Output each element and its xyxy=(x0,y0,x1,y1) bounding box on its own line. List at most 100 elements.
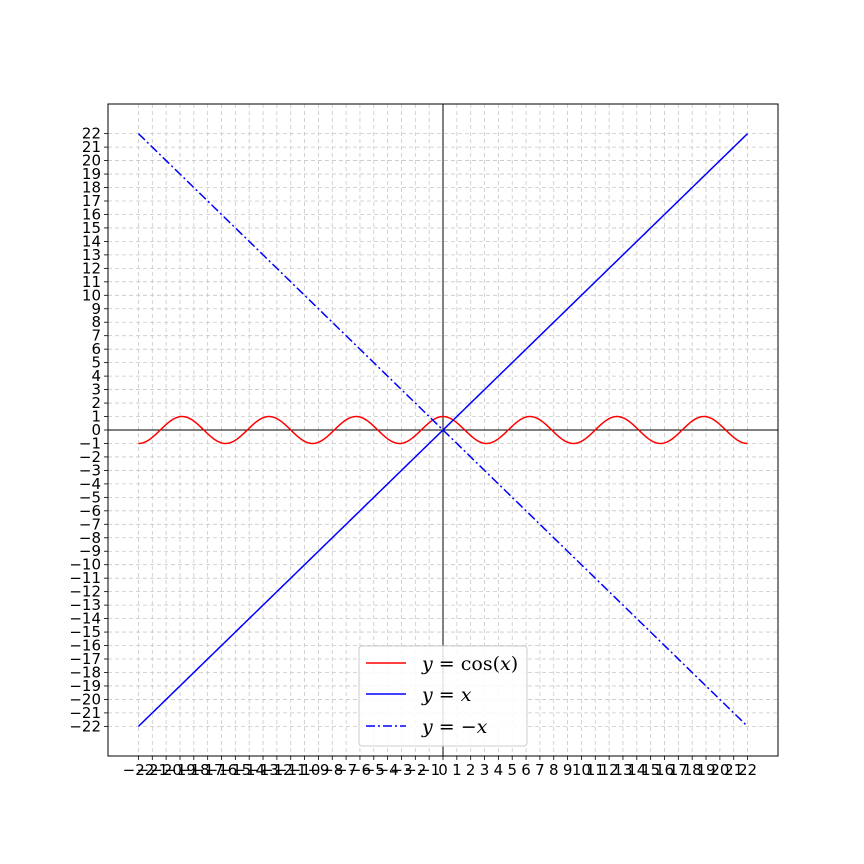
y-tick-label: 10 xyxy=(82,286,101,304)
legend-label-cos: y = cos(x) xyxy=(421,653,518,675)
x-tick-label: 8 xyxy=(549,761,559,779)
series-line-cos xyxy=(138,415,748,445)
x-tick-label: 1 xyxy=(452,761,462,779)
x-tick-label: −9 xyxy=(307,761,329,779)
x-tick-label: 12 xyxy=(600,761,619,779)
x-tick-label: 22 xyxy=(738,761,757,779)
x-tick-label: 11 xyxy=(586,761,605,779)
x-tick-label: −15 xyxy=(220,761,252,779)
x-tick-label: −13 xyxy=(247,761,279,779)
x-tick-label: 4 xyxy=(494,761,504,779)
x-tick-label: −5 xyxy=(363,761,385,779)
x-tick-label: −14 xyxy=(233,761,265,779)
y-tick-label: −18 xyxy=(69,663,101,681)
series-line-identity xyxy=(137,133,749,727)
x-tick-label: −6 xyxy=(349,761,371,779)
x-tick-label: 5 xyxy=(507,761,517,779)
y-tick-label: 20 xyxy=(82,152,101,170)
x-tick-label: −2 xyxy=(404,761,426,779)
x-tick-label: −21 xyxy=(136,761,168,779)
y-tick-label: 1 xyxy=(91,408,101,426)
y-tick-label: −7 xyxy=(79,515,101,533)
y-tick-label: −19 xyxy=(69,677,101,695)
x-tick-label: 10 xyxy=(572,761,591,779)
y-tick-label: −12 xyxy=(69,583,101,601)
y-tick-label: 7 xyxy=(91,327,101,345)
x-tick-label: 13 xyxy=(613,761,632,779)
y-tick-label: −22 xyxy=(69,717,101,735)
y-tick-label: −1 xyxy=(79,434,101,452)
y-tick-label: 17 xyxy=(82,192,101,210)
legend-label-identity: y = x xyxy=(421,684,472,706)
x-tick-label: −4 xyxy=(377,761,399,779)
x-tick-label: 3 xyxy=(480,761,490,779)
x-tick-label: −8 xyxy=(321,761,343,779)
series-group xyxy=(137,133,749,727)
y-tick-label: −21 xyxy=(69,704,101,722)
x-tick-label: −22 xyxy=(123,761,155,779)
y-tick-label: 15 xyxy=(82,219,101,237)
y-tick-label: 6 xyxy=(91,340,101,358)
x-tick-label: −7 xyxy=(335,761,357,779)
y-tick-label: −14 xyxy=(69,610,101,628)
y-tick-label: −20 xyxy=(69,690,101,708)
series-line-negative xyxy=(137,133,749,727)
x-tick-label: 15 xyxy=(641,761,660,779)
y-tick-label: −6 xyxy=(79,502,101,520)
x-tick-label: 0 xyxy=(438,761,448,779)
x-tick-label: −3 xyxy=(390,761,412,779)
y-tick-label: 22 xyxy=(82,125,101,143)
x-tick-label: −16 xyxy=(206,761,238,779)
x-tick-label: −1 xyxy=(418,761,440,779)
y-tick-label: −16 xyxy=(69,637,101,655)
x-tick-label: −12 xyxy=(261,761,293,779)
y-tick-label: 0 xyxy=(91,421,101,439)
y-tick-label: 3 xyxy=(91,381,101,399)
x-tick-labels: −22−21−20−19−18−17−16−15−14−13−12−11−10−… xyxy=(123,756,757,779)
y-tick-label: −17 xyxy=(69,650,101,668)
y-tick-label: 4 xyxy=(91,367,101,385)
y-tick-label: 11 xyxy=(82,273,101,291)
y-tick-label: −2 xyxy=(79,448,101,466)
y-tick-label: −8 xyxy=(79,529,101,547)
x-tick-label: −10 xyxy=(289,761,321,779)
x-tick-label: 21 xyxy=(724,761,743,779)
y-tick-label: 16 xyxy=(82,205,101,223)
y-tick-label: 2 xyxy=(91,394,101,412)
legend: y = cos(x) y = x y = −x xyxy=(358,645,528,747)
y-tick-label: 18 xyxy=(82,179,101,197)
x-tick-label: −17 xyxy=(192,761,224,779)
y-tick-label: 12 xyxy=(82,259,101,277)
x-tick-label: 14 xyxy=(627,761,646,779)
y-tick-labels: −22−21−20−19−18−17−16−15−14−13−12−11−10−… xyxy=(69,125,108,735)
y-tick-label: 13 xyxy=(82,246,101,264)
y-tick-label: −9 xyxy=(79,542,101,560)
y-tick-label: −3 xyxy=(79,461,101,479)
x-tick-label: −20 xyxy=(150,761,182,779)
y-tick-label: −15 xyxy=(69,623,101,641)
x-tick-label: 6 xyxy=(521,761,531,779)
y-tick-label: 9 xyxy=(91,300,101,318)
x-tick-label: −19 xyxy=(164,761,196,779)
x-tick-label: −11 xyxy=(275,761,307,779)
legend-box xyxy=(358,645,528,747)
y-tick-label: 8 xyxy=(91,313,101,331)
x-tick-label: 9 xyxy=(563,761,573,779)
y-tick-label: −13 xyxy=(69,596,101,614)
x-tick-label: 17 xyxy=(669,761,688,779)
y-tick-label: 5 xyxy=(91,354,101,372)
y-tick-label: 14 xyxy=(82,232,101,250)
y-tick-label: −11 xyxy=(69,569,101,587)
x-tick-label: 2 xyxy=(466,761,476,779)
y-tick-label: −10 xyxy=(69,556,101,574)
x-tick-label: 20 xyxy=(710,761,729,779)
x-tick-label: 16 xyxy=(655,761,674,779)
y-tick-label: 19 xyxy=(82,165,101,183)
y-tick-label: 21 xyxy=(82,138,101,156)
legend-label-negative: y = −x xyxy=(421,716,488,738)
x-tick-label: 7 xyxy=(535,761,545,779)
x-tick-label: 19 xyxy=(696,761,715,779)
y-tick-label: −4 xyxy=(79,475,101,493)
x-tick-label: −18 xyxy=(178,761,210,779)
